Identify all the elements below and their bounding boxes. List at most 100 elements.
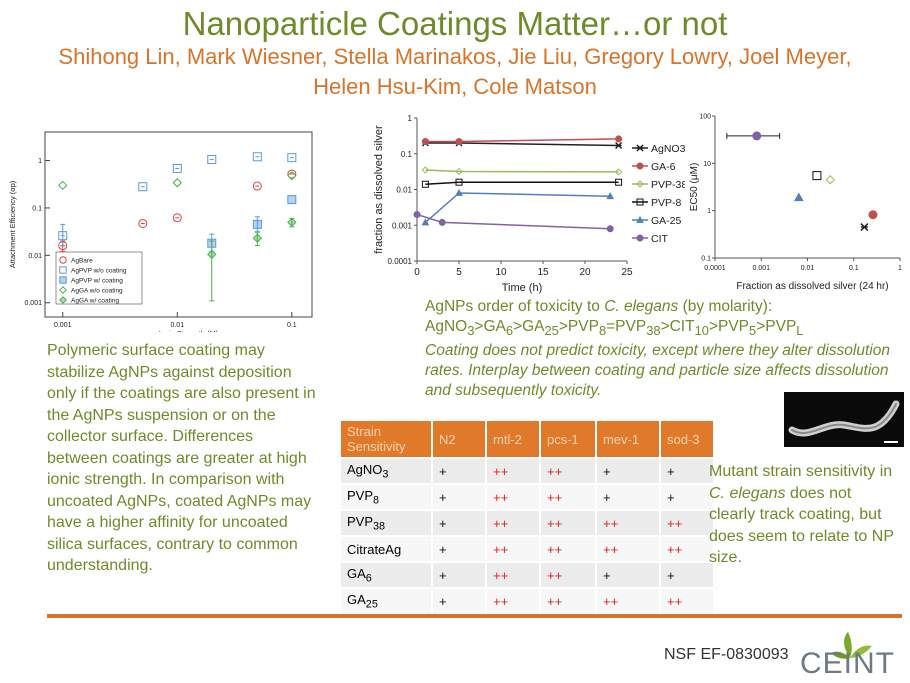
- sensitivity-cell: ++: [487, 459, 539, 483]
- column-header: sod-3: [661, 421, 713, 457]
- table-header-row: Strain Sensitivity N2 mtl-2 pcs-1 mev-1 sod-3: [341, 421, 713, 457]
- footer-divider: [47, 614, 902, 618]
- data-point: [860, 223, 869, 232]
- legend-label: AgGA w/o coating: [71, 288, 123, 295]
- sensitivity-cell: ++: [597, 589, 659, 613]
- data-point-group: [868, 210, 878, 220]
- sensitivity-cell: +: [433, 537, 485, 561]
- x-tick-label: 0.01: [170, 322, 184, 329]
- y-tick-label: 0.1: [401, 150, 413, 159]
- data-point: [421, 180, 429, 188]
- data-point: [455, 188, 463, 196]
- series-agpvp-w-coating: [207, 195, 297, 253]
- data-point: [615, 178, 623, 186]
- sensitivity-cell: ++: [487, 485, 539, 509]
- table-row: PVP38 + ++ ++ ++ ++: [341, 511, 713, 535]
- sensitivity-cell: ++: [541, 459, 595, 483]
- dissolution-chart: 0 5 10 15 20 25 0.0001 0.001 0.01 0.1 1 Time (h) fra…: [373, 114, 685, 294]
- legend-marker: [636, 234, 644, 242]
- sensitivity-cell: ++: [541, 485, 595, 509]
- table-row: GA6 + ++ ++ + +: [341, 563, 713, 587]
- data-point: [421, 138, 429, 146]
- data-point: [812, 171, 822, 181]
- x-tick-label: 0.001: [54, 322, 72, 329]
- data-point: [287, 153, 297, 163]
- data-point: [614, 168, 623, 176]
- y-tick-label: 0.001: [24, 300, 42, 307]
- sensitivity-cell: ++: [487, 511, 539, 535]
- x-tick-label: 1: [898, 265, 902, 272]
- sensitivity-cell: ++: [541, 511, 595, 535]
- data-point: [615, 141, 623, 150]
- series-pvp-8: [421, 178, 623, 188]
- y-tick-label: 0.0001: [388, 257, 413, 266]
- data-point: [252, 152, 262, 162]
- data-point: [252, 233, 263, 243]
- legend-marker: [59, 276, 67, 284]
- toxicity-intro-end: (by molarity):: [678, 298, 773, 315]
- data-point: [455, 138, 463, 146]
- sensitivity-cell: ++: [487, 589, 539, 613]
- toxicity-order: AgNO3>GA6>GA25>PVP8=PVP38>CIT10>PVP5>PVP…: [425, 318, 804, 339]
- data-point: [413, 210, 421, 218]
- x-tick-label: 0.1: [849, 265, 859, 272]
- y-tick-label: 0.001: [392, 221, 413, 230]
- data-point-group: [860, 223, 869, 232]
- y-axis-label: fraction as dissolved silver: [373, 125, 385, 254]
- sensitivity-cell: +: [597, 485, 659, 509]
- data-point: [606, 225, 614, 233]
- legend-box: [55, 251, 143, 305]
- series-agga-w-coating: [207, 217, 297, 302]
- strain-row-label: PVP38: [341, 511, 431, 535]
- mutant-text-b: does not clearly track coating, but does…: [709, 484, 894, 567]
- legend-label: AgBare: [71, 258, 93, 265]
- author-list: Shihong Lin, Mark Wiesner, Stella Marina…: [58, 44, 852, 99]
- c-elegans-micrograph: [784, 392, 904, 447]
- x-tick-label: 0.01: [801, 265, 815, 272]
- data-point: [287, 195, 297, 205]
- y-tick-label: 0.1: [32, 205, 42, 212]
- y-tick-label: 0.01: [28, 253, 42, 260]
- legend-label: AgNO3: [651, 143, 685, 155]
- sensitivity-cell: +: [433, 485, 485, 509]
- legend-entry: GA-25: [632, 215, 682, 227]
- sensitivity-cell: ++: [541, 589, 595, 613]
- x-axis-label: Fraction as dissolved silver (24 hr): [736, 281, 888, 292]
- y-tick-label: 0.01: [396, 186, 412, 195]
- strain-sensitivity-table: Strain Sensitivity N2 mtl-2 pcs-1 mev-1 sod-3…: [339, 419, 715, 615]
- data-point: [438, 218, 446, 226]
- x-tick-label: 0: [414, 267, 420, 278]
- toxicity-intro: AgNPs order of toxicity to: [425, 298, 605, 315]
- toxicity-note: Coating does not predict toxicity, excep…: [425, 342, 890, 400]
- series-line: [416, 213, 611, 230]
- y-tick-label: 1: [38, 158, 42, 165]
- y-tick-label: 100: [699, 114, 711, 121]
- sensitivity-cell: +: [661, 459, 713, 483]
- toxicity-summary: AgNPs order of toxicity to C. elegans (b…: [425, 297, 895, 401]
- y-axis-label: Attachment Efficiency (αp): [8, 180, 17, 268]
- series-line: [425, 181, 619, 186]
- x-tick-label: 5: [456, 267, 462, 278]
- x-axis-label: Time (h): [502, 282, 543, 294]
- y-tick-label: 0.1: [701, 256, 711, 263]
- series-cit: [413, 210, 614, 233]
- legend-label: AgPVP w/o coating: [71, 268, 127, 275]
- worm-image: [788, 400, 900, 443]
- sensitivity-cell: +: [661, 485, 713, 509]
- x-tick-label: 0.0001: [704, 265, 726, 272]
- sensitivity-cell: +: [433, 563, 485, 587]
- sensitivity-cell: +: [597, 563, 659, 587]
- y-tick-label: 10: [703, 161, 711, 168]
- series-agpvp-w-o-coating: [58, 152, 297, 247]
- sensitivity-cell: +: [433, 459, 485, 483]
- logo-wordmark: CEINT: [800, 647, 895, 678]
- strain-row-label: AgNO3: [341, 459, 431, 483]
- data-point: [207, 249, 217, 260]
- legend-label: PVP-8: [651, 197, 682, 209]
- data-point: [252, 219, 262, 229]
- data-point-group: [793, 192, 804, 202]
- legend-entry: GA-6: [632, 161, 676, 173]
- sensitivity-cell: ++: [541, 537, 595, 561]
- data-point: [172, 178, 182, 188]
- legend-entry: PVP-38: [632, 179, 685, 191]
